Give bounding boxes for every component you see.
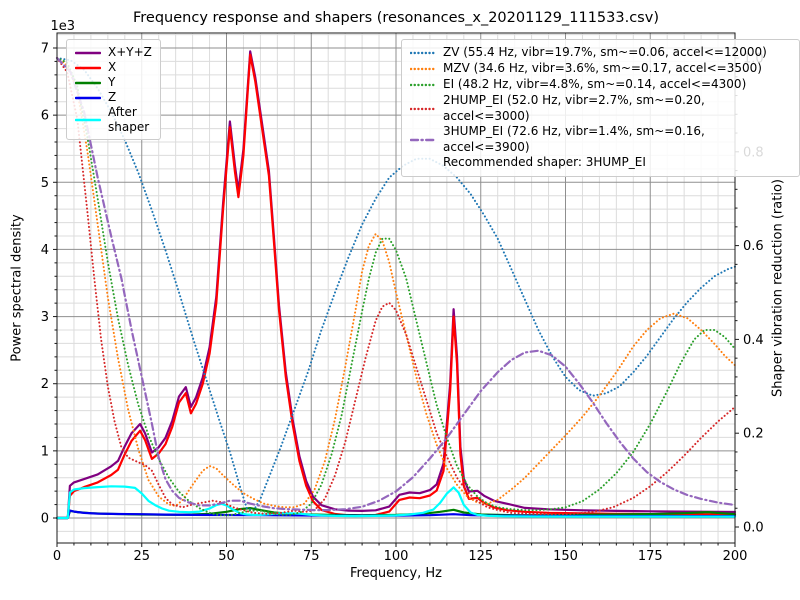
series-3HUMP_EI bbox=[55, 56, 737, 512]
legend-label: 2HUMP_EI (52.0 Hz, vibr=2.7%, sm~=0.20, … bbox=[443, 93, 705, 123]
x-tick-label: 150 bbox=[553, 549, 578, 564]
legend-label: X+Y+Z bbox=[108, 45, 152, 60]
x-tick-label: 25 bbox=[133, 549, 150, 564]
legend-line-swatch-2HUMP_EI bbox=[410, 107, 436, 110]
x-tick-label: 125 bbox=[468, 549, 493, 564]
series-x bbox=[55, 53, 737, 520]
legend-item-x: X bbox=[75, 60, 152, 75]
x-axis-label: Frequency, Hz bbox=[349, 566, 443, 581]
legend-line-swatch-MZV bbox=[410, 67, 436, 71]
x-tick-label: 0 bbox=[53, 549, 61, 564]
y-right-tick-label: 0.0 bbox=[743, 521, 764, 536]
x-tick-label: 200 bbox=[723, 549, 748, 564]
legend-item-z: Z bbox=[75, 90, 152, 105]
legend-item-note: Recommended shaper: 3HUMP_EI bbox=[410, 155, 791, 171]
legend-label: 3HUMP_EI (72.6 Hz, vibr=1.4%, sm~=0.16, … bbox=[443, 124, 705, 154]
legend-item-MZV: MZV (34.6 Hz, vibr=3.6%, sm~=0.17, accel… bbox=[410, 61, 791, 77]
x-tick-label: 100 bbox=[384, 549, 409, 564]
legend-line-swatch-after-shaper bbox=[75, 118, 101, 121]
legend-line-swatch-y bbox=[75, 81, 101, 84]
legend-item-2HUMP_EI: 2HUMP_EI (52.0 Hz, vibr=2.7%, sm~=0.20, … bbox=[410, 93, 791, 124]
chart-title: Frequency response and shapers (resonanc… bbox=[133, 10, 659, 26]
y-left-tick-label: 4 bbox=[41, 243, 49, 258]
y-axis-label-left: Power spectral density bbox=[9, 214, 25, 362]
legend-label: Y bbox=[108, 75, 116, 90]
legend-item-EI: EI (48.2 Hz, vibr=4.8%, sm~=0.14, accel<… bbox=[410, 77, 791, 93]
x-tick-label: 50 bbox=[218, 549, 235, 564]
y-left-tick-label: 1 bbox=[41, 444, 49, 459]
y-left-tick-label: 7 bbox=[41, 42, 49, 57]
series-ZV bbox=[56, 57, 736, 512]
legend-label: MZV (34.6 Hz, vibr=3.6%, sm~=0.17, accel… bbox=[443, 61, 762, 76]
legend-psd: X+Y+Z X Y Z After shaper bbox=[66, 39, 161, 140]
y-left-tick-label: 3 bbox=[41, 310, 49, 325]
legend-line-swatch-EI bbox=[410, 83, 436, 87]
grid-minor bbox=[57, 33, 735, 543]
legend-item-after-shaper: After shaper bbox=[75, 105, 152, 134]
x-tick-label: 175 bbox=[638, 549, 663, 564]
legend-label: ZV (55.4 Hz, vibr=19.7%, sm~=0.06, accel… bbox=[443, 45, 767, 60]
x-tick-label: 75 bbox=[303, 549, 320, 564]
y-left-tick-labels: 0 1 2 3 4 5 6 7 bbox=[41, 42, 49, 527]
legend-item-ZV: ZV (55.4 Hz, vibr=19.7%, sm~=0.06, accel… bbox=[410, 45, 791, 61]
series-2HUMP_EI bbox=[56, 57, 736, 516]
legend-item-y: Y bbox=[75, 75, 152, 90]
legend-line-swatch-z bbox=[75, 96, 101, 99]
legend-label: X bbox=[108, 60, 117, 75]
x-tick-labels: 0 25 50 75 100 125 150 175 200 bbox=[53, 549, 748, 564]
legend-label: Z bbox=[108, 90, 117, 105]
axis-ticks bbox=[53, 47, 739, 547]
series-EI bbox=[56, 57, 736, 517]
legend-line-swatch-x bbox=[75, 66, 101, 69]
series-MZV bbox=[56, 57, 736, 509]
y-left-tick-label: 5 bbox=[41, 176, 49, 191]
legend-label: After shaper bbox=[108, 105, 150, 134]
legend-item-sum: X+Y+Z bbox=[75, 45, 152, 60]
legend-label: Recommended shaper: 3HUMP_EI bbox=[443, 155, 646, 170]
y-right-tick-label: 0.4 bbox=[743, 333, 764, 348]
y-axis-label-right: Shaper vibration reduction (ratio) bbox=[770, 179, 786, 397]
legend-item-3HUMP_EI: 3HUMP_EI (72.6 Hz, vibr=1.4%, sm~=0.16, … bbox=[410, 124, 791, 155]
legend-label: EI (48.2 Hz, vibr=4.8%, sm~=0.14, accel<… bbox=[443, 77, 747, 92]
legend-line-swatch-ZV bbox=[410, 51, 436, 55]
y-axis-multiplier: 1e3 bbox=[50, 19, 75, 34]
y-axis-offset: 1e3 bbox=[50, 19, 75, 34]
y-left-tick-label: 2 bbox=[41, 377, 49, 392]
y-right-tick-label: 0.6 bbox=[743, 239, 764, 254]
legend-line-swatch-3HUMP_EI bbox=[410, 138, 436, 141]
y-right-tick-label: 0.2 bbox=[743, 427, 764, 442]
y-left-tick-label: 0 bbox=[41, 512, 49, 527]
y-left-tick-label: 6 bbox=[41, 109, 49, 124]
legend-line-swatch-sum bbox=[75, 51, 101, 54]
legend-shapers: ZV (55.4 Hz, vibr=19.7%, sm~=0.06, accel… bbox=[401, 39, 800, 177]
